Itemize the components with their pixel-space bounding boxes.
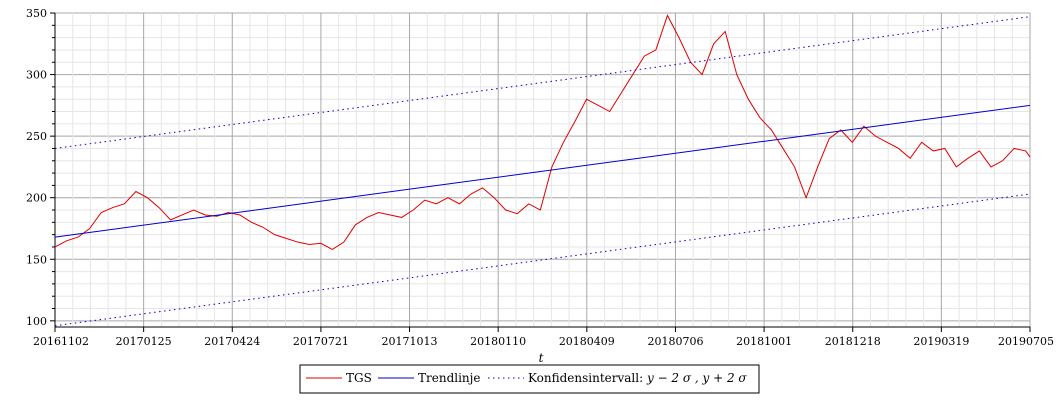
legend-label-tgs: TGS xyxy=(346,371,372,385)
x-tick-label: 20170125 xyxy=(116,335,172,348)
legend-label-confidence-text: Konfidensintervall: xyxy=(528,371,647,385)
axes: 100 150 200 250 300 350 20161102 20170125 201704… xyxy=(26,7,1054,348)
x-tick-label: 20190319 xyxy=(913,335,969,348)
legend: TGS Trendlinje Konfidensintervall: y − 2… xyxy=(299,364,760,394)
legend-box xyxy=(299,364,760,394)
y-tick-label: 300 xyxy=(26,69,47,82)
y-tick-label: 150 xyxy=(26,253,47,266)
x-tick-label: 20190705 xyxy=(998,335,1054,348)
x-tick-label: 20170721 xyxy=(293,335,349,348)
x-tick-label: 20180409 xyxy=(559,335,615,348)
legend-label-confidence: Konfidensintervall: y − 2 σ , y + 2 σ xyxy=(528,371,747,385)
y-tick-label: 200 xyxy=(26,192,47,205)
y-tick-label: 350 xyxy=(26,7,47,20)
x-tick-label: 20180706 xyxy=(647,335,703,348)
series-line-trendlinje xyxy=(54,104,1031,238)
y-tick-label: 100 xyxy=(26,315,47,328)
x-tick-label: 20170424 xyxy=(204,335,260,348)
series xyxy=(54,14,1031,327)
series-line-tgs xyxy=(54,14,1031,250)
x-tick-label: 20181218 xyxy=(825,335,881,348)
x-tick-label: 20161102 xyxy=(33,335,89,348)
x-tick-label: 20181001 xyxy=(736,335,792,348)
x-tick-label: 20171013 xyxy=(382,335,438,348)
x-axis-title: t xyxy=(539,351,544,365)
x-tick-label: 20180110 xyxy=(470,335,526,348)
y-tick-label: 250 xyxy=(26,130,47,143)
legend-label-confidence-math: y − 2 σ , y + 2 σ xyxy=(646,371,747,385)
grid xyxy=(54,12,1031,327)
series-line-konfidensintervall-y-2-y-2 xyxy=(54,16,1031,149)
legend-label-trendline: Trendlinje xyxy=(418,371,480,385)
